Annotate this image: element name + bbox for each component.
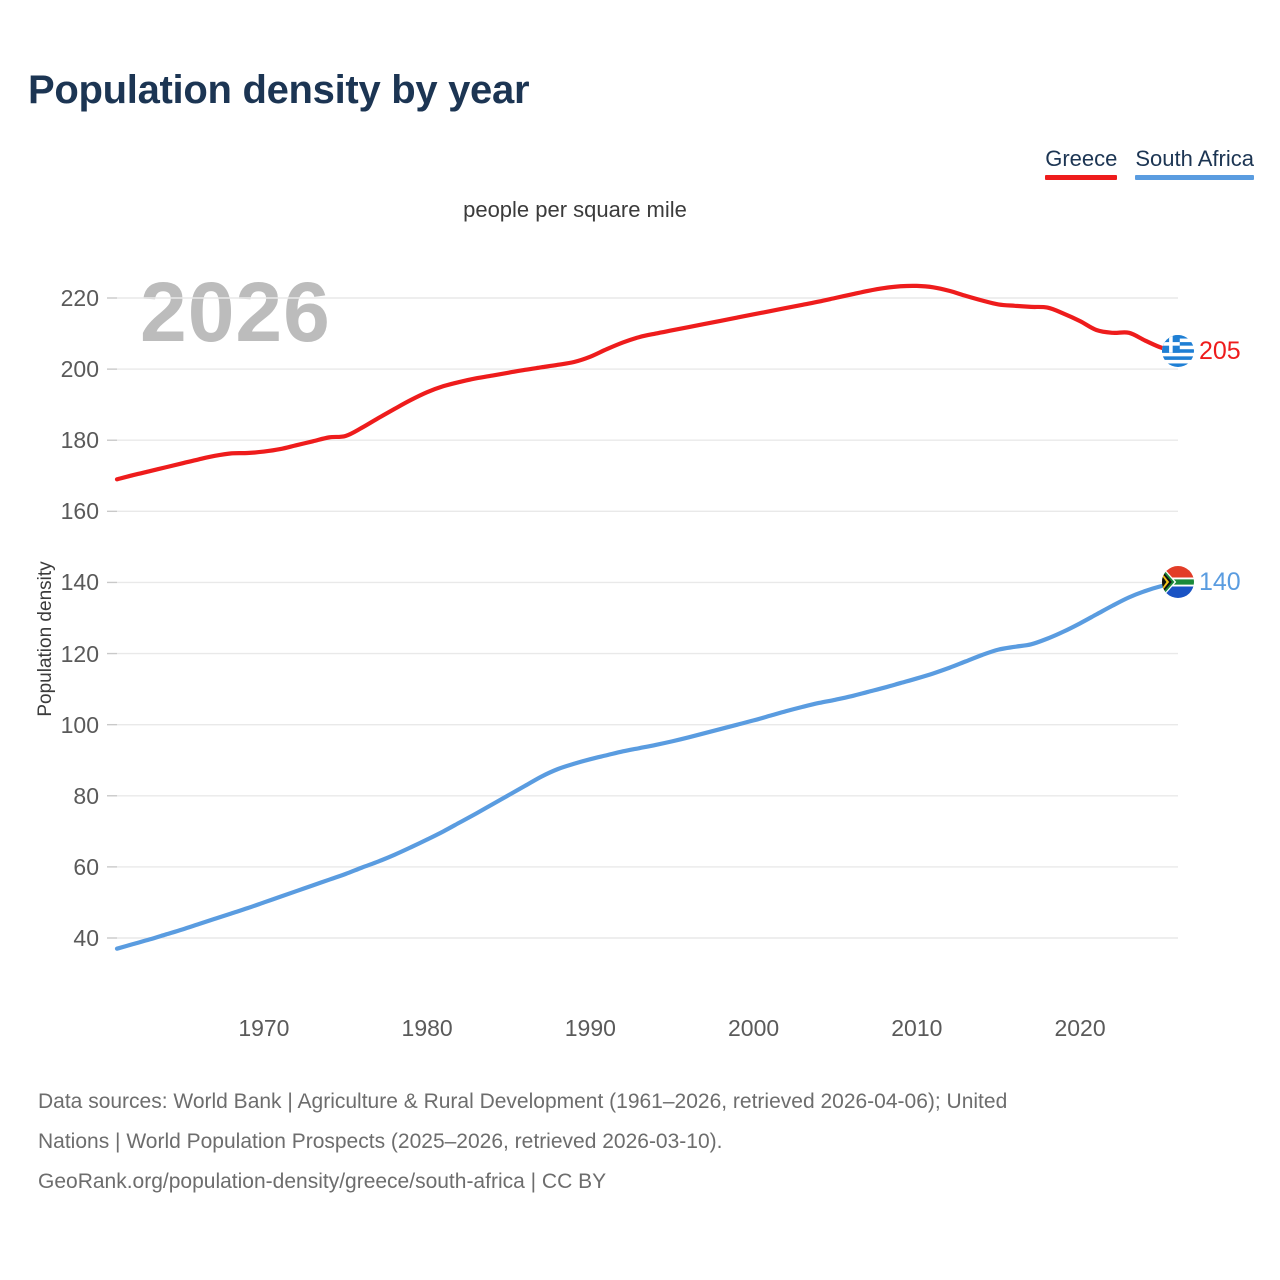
- greece-flag-icon: [1162, 335, 1194, 368]
- y-tick-label: 100: [60, 711, 99, 738]
- y-tick-label: 140: [60, 569, 99, 596]
- legend-rule-greece: [1045, 175, 1118, 180]
- series-line-south-africa[interactable]: [114, 580, 1181, 951]
- footer-line-3: GeoRank.org/population-density/greece/so…: [38, 1170, 607, 1193]
- x-tick-label: 2020: [1054, 1015, 1106, 1041]
- x-tick-label: 2010: [891, 1015, 943, 1041]
- series-line-greece[interactable]: [114, 283, 1181, 482]
- legend-item-south-africa[interactable]: South Africa: [1135, 146, 1254, 180]
- footer-sources: Data sources: World Bank | Agriculture &…: [38, 1082, 1263, 1202]
- chart-legend: Greece South Africa: [1045, 146, 1254, 180]
- end-value-greece: 205: [1199, 336, 1241, 365]
- y-tick-label: 180: [60, 427, 99, 454]
- end-marker-greece[interactable]: 205: [1162, 335, 1241, 368]
- footer-line-1: Data sources: World Bank | Agriculture &…: [38, 1090, 1008, 1113]
- y-tick-label: 60: [73, 853, 99, 880]
- x-tick-label: 1980: [401, 1015, 453, 1041]
- y-tick-label: 220: [60, 285, 99, 311]
- chart-subtitle: people per square mile: [463, 197, 687, 222]
- plot-area: 2026 Population density 40 60 80 100 120 140 1…: [35, 265, 1241, 1041]
- south-africa-flag-icon: [1162, 566, 1194, 599]
- page-title: Population density by year: [28, 68, 530, 112]
- legend-rule-south-africa: [1135, 175, 1254, 180]
- y-tick-label: 160: [60, 498, 99, 525]
- x-tick-label: 2000: [728, 1015, 780, 1041]
- watermark-year: 2026: [140, 265, 331, 359]
- legend-label-south-africa: South Africa: [1135, 146, 1254, 171]
- x-tick-label: 1990: [564, 1015, 616, 1041]
- y-tick-label: 200: [60, 356, 99, 383]
- footer-line-2: Nations | World Population Prospects (20…: [38, 1130, 723, 1153]
- y-tick-label: 80: [73, 782, 99, 809]
- end-value-south-africa: 140: [1199, 567, 1241, 596]
- y-tick-label: 120: [60, 640, 99, 667]
- legend-label-greece: Greece: [1045, 146, 1118, 171]
- legend-item-greece[interactable]: Greece: [1045, 146, 1118, 180]
- end-marker-south-africa[interactable]: 140: [1162, 566, 1241, 599]
- x-tick-label: 1970: [238, 1015, 290, 1041]
- y-tick-label: 40: [73, 925, 99, 951]
- chart-svg: [107, 283, 1181, 951]
